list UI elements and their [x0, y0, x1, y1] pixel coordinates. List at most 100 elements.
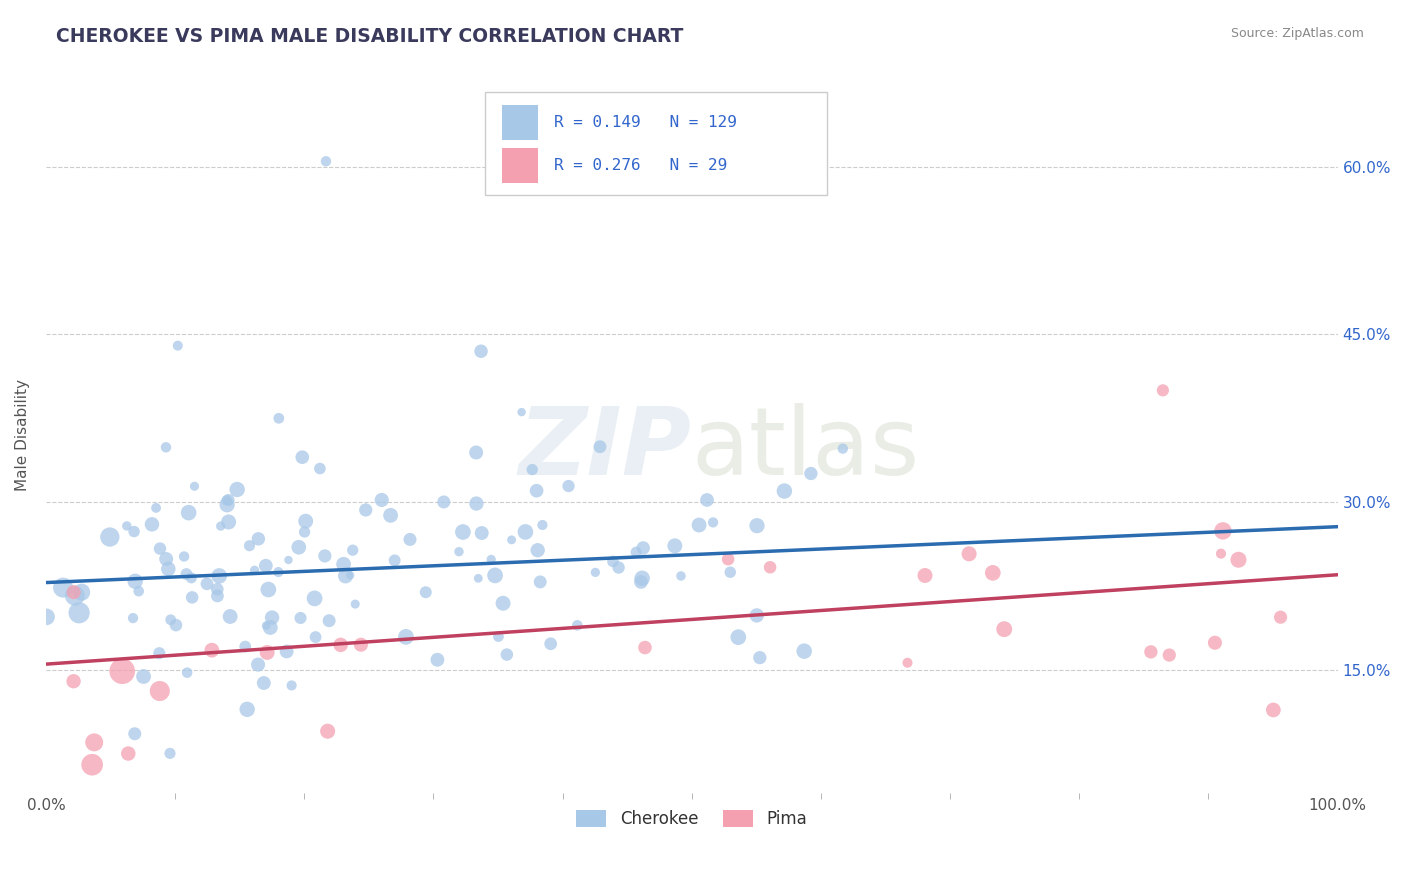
Point — [1152, 384, 1174, 398]
Point — [165, 618, 187, 632]
Point — [465, 445, 488, 459]
Point — [332, 558, 354, 572]
Point — [98, 530, 121, 544]
Point — [1212, 524, 1234, 538]
Point — [800, 467, 823, 481]
Point — [602, 554, 624, 568]
Point — [122, 611, 145, 625]
Point — [181, 591, 204, 605]
Point — [238, 539, 260, 553]
Point — [218, 515, 240, 529]
Point — [589, 440, 612, 454]
Point — [155, 552, 177, 566]
Point — [1270, 610, 1292, 624]
Point — [717, 552, 740, 566]
Point — [314, 549, 336, 563]
Point — [831, 442, 853, 456]
Point — [745, 608, 768, 623]
Point — [433, 495, 456, 509]
Point — [117, 747, 139, 761]
Point — [259, 620, 281, 634]
Point — [510, 405, 533, 419]
Point — [177, 506, 200, 520]
FancyBboxPatch shape — [502, 148, 538, 183]
Text: atlas: atlas — [692, 403, 920, 495]
Point — [294, 514, 316, 528]
Point — [124, 574, 146, 589]
Point — [132, 669, 155, 683]
Point — [141, 517, 163, 532]
Point — [207, 582, 229, 597]
Point — [451, 524, 474, 539]
Text: R = 0.276   N = 29: R = 0.276 N = 29 — [554, 158, 727, 173]
Point — [718, 565, 741, 579]
Point — [669, 569, 692, 583]
Point — [1204, 636, 1226, 650]
Point — [257, 582, 280, 597]
Point — [426, 653, 449, 667]
Point — [309, 461, 332, 475]
Point — [793, 644, 815, 658]
Point — [470, 344, 492, 359]
Point — [115, 519, 138, 533]
Point — [173, 549, 195, 564]
Point — [370, 493, 392, 508]
Point — [82, 757, 104, 772]
Point — [335, 569, 357, 583]
Point — [531, 518, 554, 533]
Point — [176, 567, 198, 582]
Point — [218, 492, 240, 507]
Point — [607, 560, 630, 574]
Point — [1209, 547, 1232, 561]
Point — [1140, 645, 1163, 659]
Point — [993, 622, 1015, 636]
Point — [262, 610, 284, 624]
Point — [630, 574, 652, 589]
Point — [166, 338, 188, 352]
Point — [688, 518, 710, 533]
Point — [957, 547, 980, 561]
Point — [567, 618, 589, 632]
Point — [557, 479, 579, 493]
Point — [159, 613, 181, 627]
Point — [159, 747, 181, 761]
Point — [62, 674, 84, 689]
Point — [236, 702, 259, 716]
Point — [447, 544, 470, 558]
Point — [471, 526, 494, 541]
Point — [183, 479, 205, 493]
Point — [339, 568, 361, 582]
Text: ZIP: ZIP — [519, 403, 692, 495]
Point — [217, 498, 239, 512]
Point — [1159, 648, 1181, 662]
Point — [195, 577, 218, 591]
Point — [63, 589, 86, 603]
Point — [350, 638, 373, 652]
Point — [399, 533, 422, 547]
Point — [52, 581, 75, 595]
Point — [664, 539, 686, 553]
Point — [124, 727, 146, 741]
Point — [696, 492, 718, 507]
Point — [315, 154, 337, 169]
Point — [304, 591, 326, 606]
Point — [467, 571, 489, 585]
Point — [702, 516, 724, 530]
Point — [83, 735, 105, 749]
Point — [479, 552, 502, 566]
Point — [1227, 553, 1250, 567]
Point — [291, 450, 314, 465]
Point — [896, 656, 918, 670]
Point — [329, 638, 352, 652]
Point — [149, 541, 172, 556]
Point — [207, 589, 229, 603]
Point — [243, 563, 266, 577]
Legend: Cherokee, Pima: Cherokee, Pima — [569, 803, 814, 834]
Point — [267, 411, 290, 425]
Point — [631, 571, 654, 585]
Point — [128, 584, 150, 599]
Point — [914, 568, 936, 582]
Point — [395, 630, 418, 644]
Point — [67, 606, 90, 620]
Point — [294, 524, 316, 539]
